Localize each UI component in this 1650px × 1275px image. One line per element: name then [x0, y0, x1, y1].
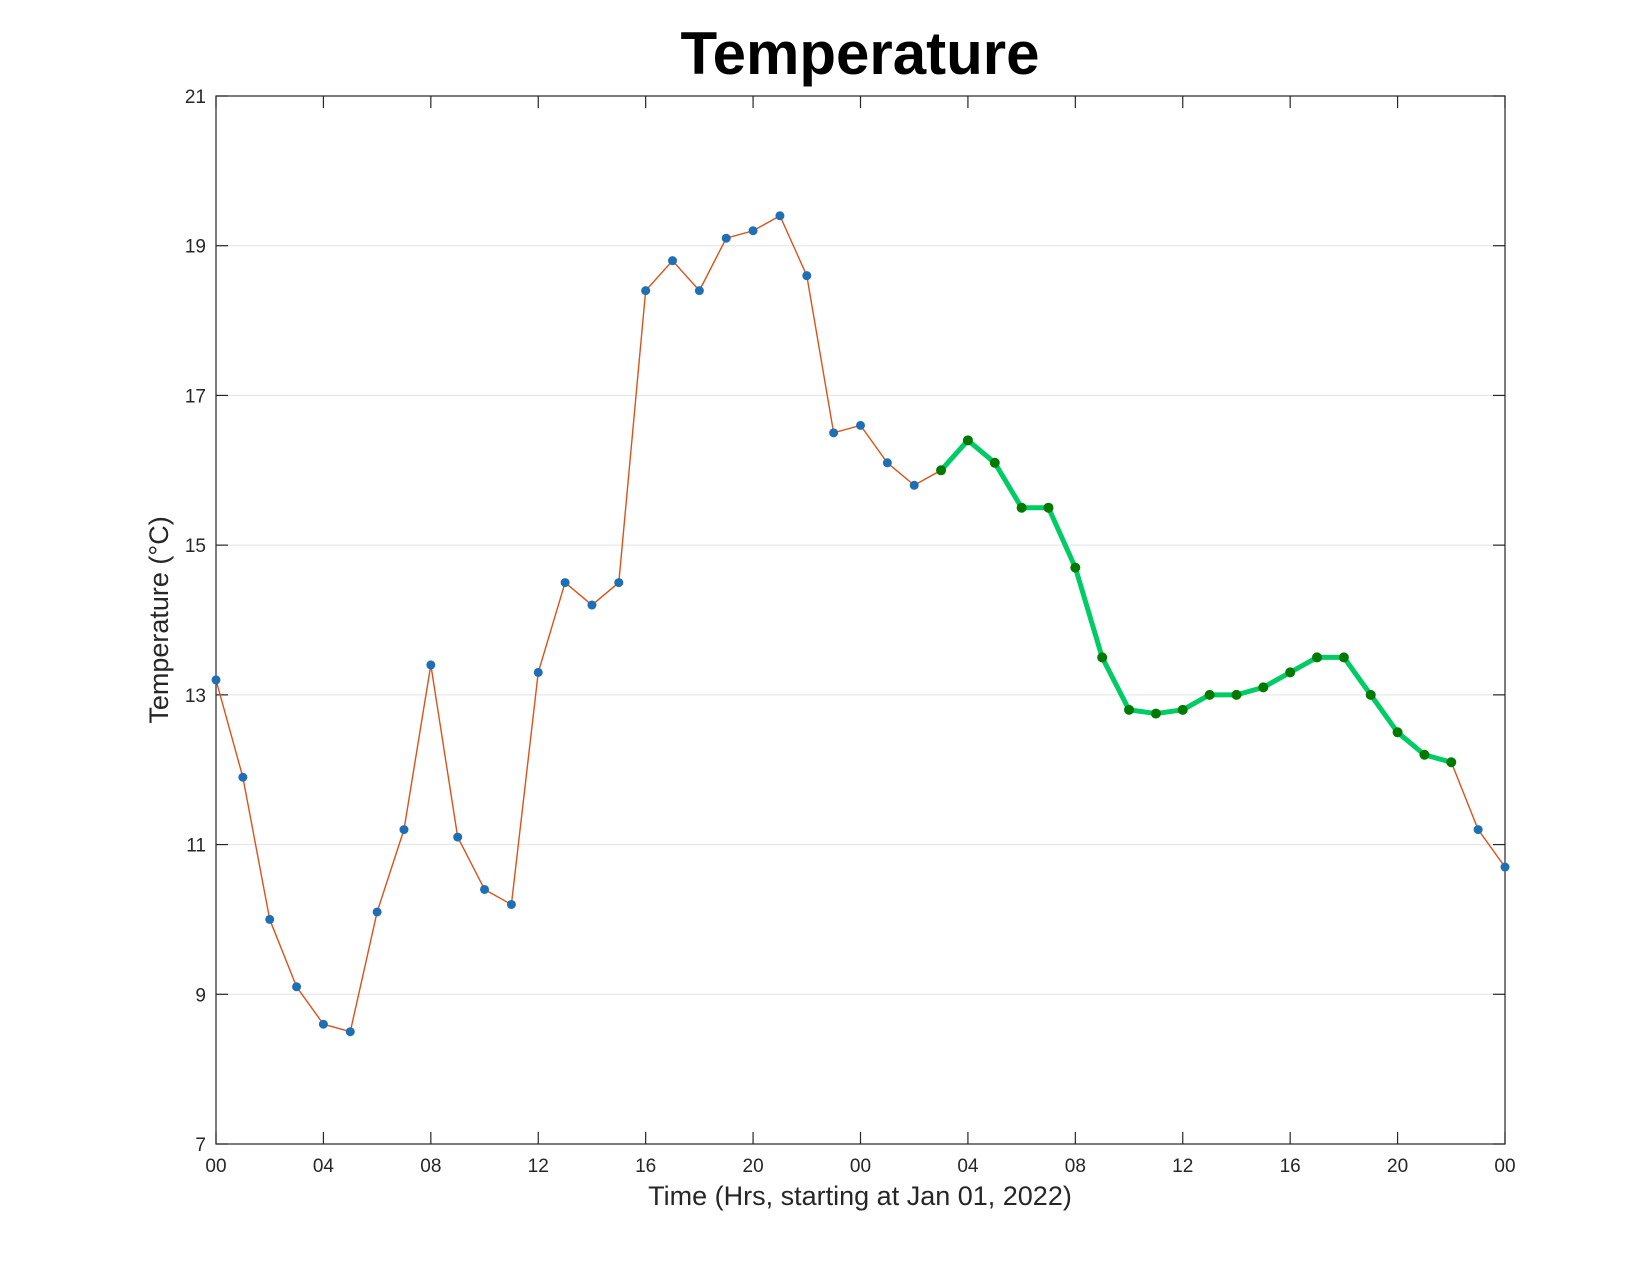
highlight-data-point: [1285, 667, 1296, 678]
x-tick-label: 20: [743, 1156, 764, 1177]
series-markers: [211, 211, 1510, 1037]
observed-data-point: [533, 667, 543, 677]
observed-data-point: [856, 420, 865, 430]
x-tick-label: 12: [528, 1156, 549, 1177]
observed-data-point: [426, 660, 436, 670]
highlight-data-point: [1338, 652, 1349, 663]
observed-data-point: [829, 428, 839, 438]
observed-data-point: [721, 233, 731, 243]
highlight-data-point: [1097, 652, 1108, 663]
highlight-data-point: [1016, 502, 1027, 513]
y-tick-label: 19: [185, 237, 206, 258]
highlight-data-point: [1070, 562, 1081, 573]
observed-data-point: [399, 825, 409, 835]
highlight-data-point: [1204, 689, 1215, 700]
axis-ticks: 7 9 11 13 15 17 19 21 00 04 08 12 16 20 00 04 08 12 16 20 00: [185, 87, 1516, 1177]
observed-data-point: [909, 480, 919, 490]
observed-data-point: [775, 211, 785, 221]
observed-data-point: [453, 832, 463, 842]
x-axis-label: Time (Hrs, starting at Jan 01, 2022): [648, 1181, 1072, 1211]
highlight-data-point: [1124, 704, 1135, 715]
x-tick-label: 00: [850, 1156, 871, 1177]
highlight-data-point: [1392, 727, 1403, 738]
x-tick-label: 00: [1494, 1156, 1515, 1177]
highlight-data-point: [936, 465, 947, 476]
observed-data-point: [372, 907, 382, 917]
y-tick-label: 17: [185, 386, 206, 407]
observed-data-point: [238, 772, 248, 782]
observed-data-point: [668, 256, 678, 266]
observed-data-point: [694, 286, 704, 296]
observed-data-point: [211, 675, 221, 685]
x-tick-label: 16: [635, 1156, 656, 1177]
highlight-data-point: [989, 457, 1000, 468]
observed-data-point: [480, 884, 490, 894]
observed-data-point: [587, 600, 597, 610]
observed-data-point: [345, 1027, 355, 1037]
highlight-data-point: [1446, 757, 1457, 768]
observed-data-point: [560, 578, 570, 588]
x-tick-label: 16: [1280, 1156, 1301, 1177]
x-tick-label: 04: [313, 1156, 335, 1177]
x-tick-label: 12: [1172, 1156, 1193, 1177]
highlight-data-point: [1365, 689, 1376, 700]
highlight-data-point: [1231, 689, 1242, 700]
x-tick-label: 20: [1387, 1156, 1408, 1177]
y-tick-label: 9: [195, 985, 206, 1006]
highlight-data-point: [1150, 708, 1161, 719]
highlight-data-point: [962, 435, 973, 446]
grid-lines: [216, 245, 1505, 995]
y-tick-label: 11: [186, 836, 206, 857]
y-tick-label: 7: [195, 1135, 206, 1156]
y-tick-label: 15: [185, 536, 206, 557]
chart-title: Temperature: [680, 20, 1039, 87]
highlight-data-point: [1312, 652, 1323, 663]
x-tick-label: 04: [957, 1156, 979, 1177]
highlight-data-point: [1419, 749, 1430, 760]
x-tick-label: 08: [420, 1156, 441, 1177]
observed-data-point: [882, 458, 892, 468]
y-tick-label: 21: [185, 87, 206, 108]
observed-data-point: [748, 226, 758, 236]
observed-data-point: [265, 914, 275, 924]
observed-data-point: [1500, 862, 1510, 872]
observed-data-point: [506, 899, 516, 909]
y-tick-label: 13: [185, 686, 206, 707]
observed-data-point: [614, 578, 624, 588]
observed-data-point: [1473, 825, 1483, 835]
observed-data-point: [292, 982, 302, 992]
highlight-data-point: [1043, 502, 1054, 513]
y-axis-label: Temperature (°C): [144, 516, 174, 723]
observed-data-point: [641, 286, 651, 296]
observed-data-point: [318, 1019, 328, 1029]
x-tick-label: 00: [205, 1156, 226, 1177]
x-tick-label: 08: [1065, 1156, 1086, 1177]
highlight-data-point: [1258, 682, 1269, 693]
highlight-data-point: [1177, 704, 1188, 715]
observed-data-point: [802, 271, 812, 281]
